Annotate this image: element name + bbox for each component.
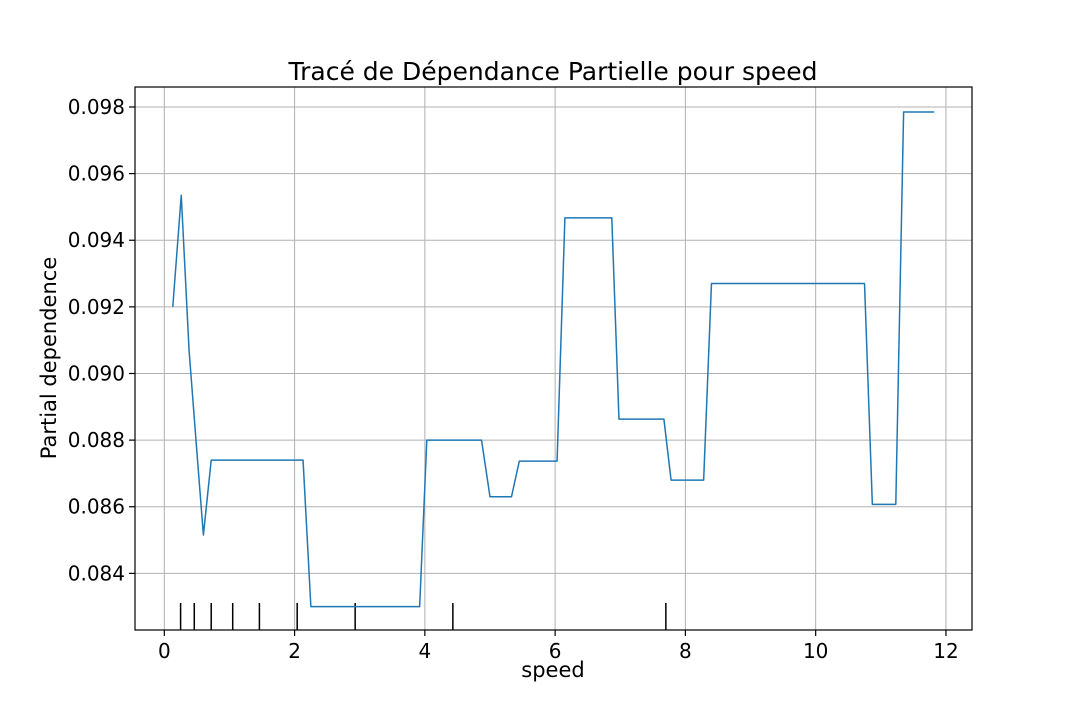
y-tick-label: 0.088 <box>68 428 125 452</box>
x-tick-label: 6 <box>549 639 562 663</box>
y-tick-label: 0.098 <box>68 95 125 119</box>
x-tick-label: 2 <box>288 639 301 663</box>
y-tick-label: 0.090 <box>68 361 125 385</box>
y-tick-label: 0.096 <box>68 162 125 186</box>
partial-dependence-line <box>172 111 935 608</box>
x-ticks: 0 2 4 6 8 10 12 <box>158 630 959 663</box>
plot-frame <box>134 86 973 631</box>
y-ticks: 0.084 0.086 0.088 0.090 0.092 0.094 0.096 0.098 <box>68 95 135 585</box>
y-axis-label: Partial dependence <box>37 257 61 460</box>
x-tick-label: 8 <box>679 639 692 663</box>
x-tick-label: 4 <box>418 639 431 663</box>
y-tick-label: 0.086 <box>68 495 125 519</box>
x-axis-label: speed <box>521 658 584 682</box>
chart-title: Tracé de Dépendance Partielle pour speed <box>288 57 818 86</box>
rug-layer <box>179 603 667 630</box>
y-tick-label: 0.094 <box>68 228 125 252</box>
line-layer <box>172 111 935 608</box>
x-tick-label: 12 <box>933 639 958 663</box>
x-tick-label: 10 <box>803 639 828 663</box>
y-tick-label: 0.084 <box>68 561 125 585</box>
grid-layer <box>135 87 972 630</box>
y-tick-label: 0.092 <box>68 295 125 319</box>
x-tick-label: 0 <box>158 639 171 663</box>
